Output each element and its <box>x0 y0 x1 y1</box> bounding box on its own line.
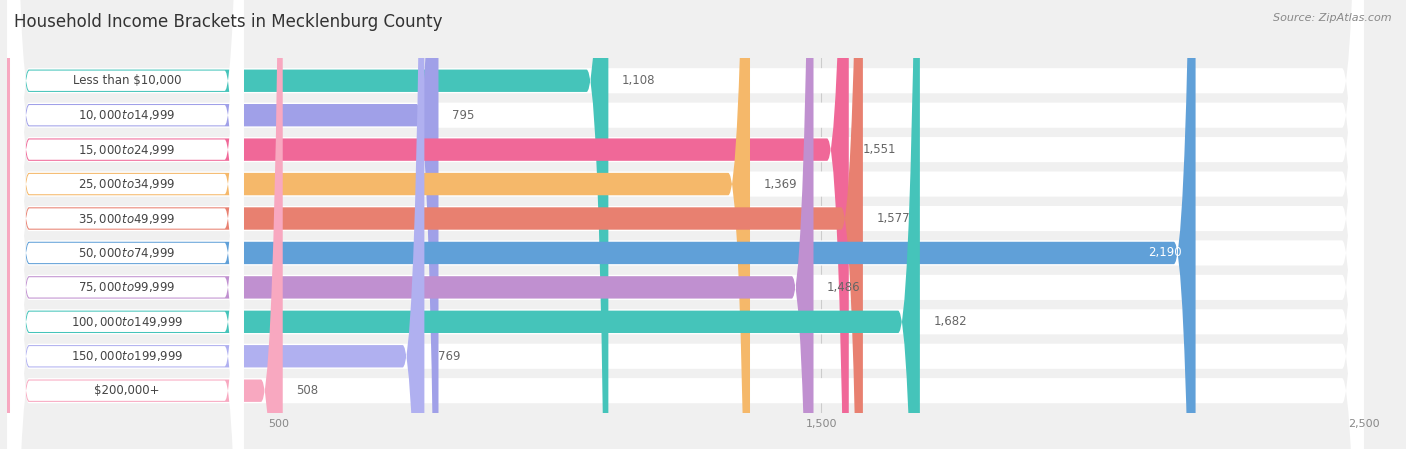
Text: Source: ZipAtlas.com: Source: ZipAtlas.com <box>1274 13 1392 23</box>
Text: $150,000 to $199,999: $150,000 to $199,999 <box>70 349 183 363</box>
FancyBboxPatch shape <box>7 0 849 449</box>
FancyBboxPatch shape <box>10 0 243 449</box>
FancyBboxPatch shape <box>7 0 814 449</box>
Text: $50,000 to $74,999: $50,000 to $74,999 <box>79 246 176 260</box>
FancyBboxPatch shape <box>7 0 1364 449</box>
FancyBboxPatch shape <box>7 0 1195 449</box>
Text: Less than $10,000: Less than $10,000 <box>73 74 181 87</box>
FancyBboxPatch shape <box>7 0 609 449</box>
FancyBboxPatch shape <box>7 0 1364 449</box>
Text: 1,108: 1,108 <box>621 74 655 87</box>
FancyBboxPatch shape <box>7 0 1364 449</box>
Text: 1,682: 1,682 <box>934 315 967 328</box>
FancyBboxPatch shape <box>10 0 243 449</box>
FancyBboxPatch shape <box>10 0 243 449</box>
Text: $35,000 to $49,999: $35,000 to $49,999 <box>79 211 176 225</box>
Text: 1,486: 1,486 <box>827 281 860 294</box>
FancyBboxPatch shape <box>10 0 243 449</box>
Text: 1,577: 1,577 <box>876 212 910 225</box>
Text: 1,551: 1,551 <box>862 143 896 156</box>
FancyBboxPatch shape <box>7 0 1364 449</box>
Text: 1,369: 1,369 <box>763 177 797 190</box>
Text: 795: 795 <box>453 109 474 122</box>
FancyBboxPatch shape <box>7 0 1364 449</box>
FancyBboxPatch shape <box>7 0 283 449</box>
Text: Household Income Brackets in Mecklenburg County: Household Income Brackets in Mecklenburg… <box>14 13 443 31</box>
Text: 508: 508 <box>297 384 318 397</box>
FancyBboxPatch shape <box>7 0 1364 449</box>
Text: 769: 769 <box>437 350 460 363</box>
FancyBboxPatch shape <box>7 0 749 449</box>
FancyBboxPatch shape <box>7 0 1364 449</box>
FancyBboxPatch shape <box>10 0 243 449</box>
FancyBboxPatch shape <box>7 0 439 449</box>
FancyBboxPatch shape <box>10 0 243 449</box>
Text: $200,000+: $200,000+ <box>94 384 160 397</box>
FancyBboxPatch shape <box>7 0 1364 449</box>
FancyBboxPatch shape <box>7 0 920 449</box>
FancyBboxPatch shape <box>7 0 425 449</box>
Text: $100,000 to $149,999: $100,000 to $149,999 <box>70 315 183 329</box>
FancyBboxPatch shape <box>10 0 243 449</box>
Text: $10,000 to $14,999: $10,000 to $14,999 <box>79 108 176 122</box>
Text: $15,000 to $24,999: $15,000 to $24,999 <box>79 143 176 157</box>
FancyBboxPatch shape <box>7 0 863 449</box>
FancyBboxPatch shape <box>7 0 1364 449</box>
Text: 2,190: 2,190 <box>1149 247 1182 260</box>
Text: $75,000 to $99,999: $75,000 to $99,999 <box>79 280 176 295</box>
FancyBboxPatch shape <box>10 0 243 449</box>
FancyBboxPatch shape <box>10 0 243 449</box>
FancyBboxPatch shape <box>10 0 243 449</box>
Text: $25,000 to $34,999: $25,000 to $34,999 <box>79 177 176 191</box>
FancyBboxPatch shape <box>7 0 1364 449</box>
